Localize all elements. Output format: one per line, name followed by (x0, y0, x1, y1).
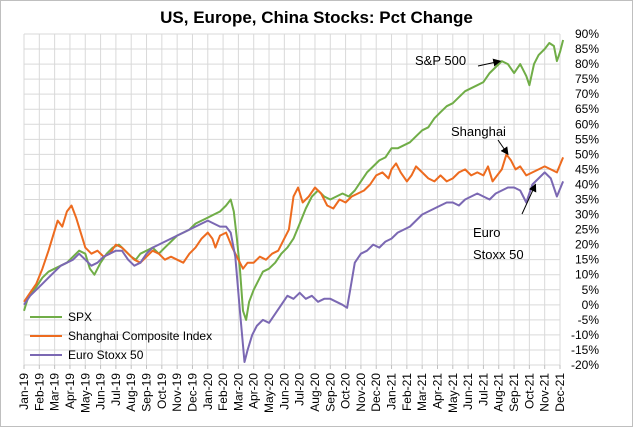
chart-title: US, Europe, China Stocks: Pct Change (160, 8, 473, 27)
x-tick-label: Jul-19 (109, 373, 123, 406)
x-tick-label: Nov-20 (354, 373, 368, 412)
y-axis-ticks: 90%85%80%75%70%65%60%55%50%45%40%35%30%2… (571, 27, 599, 372)
x-tick-label: Jun-21 (461, 373, 475, 410)
x-tick-label: Apr-19 (63, 373, 77, 409)
x-tick-label: Sep-19 (140, 373, 154, 412)
x-tick-label: Aug-20 (308, 373, 322, 412)
x-tick-label: Dec-19 (185, 373, 199, 412)
x-tick-label: Jul-21 (476, 373, 490, 406)
x-tick-label: Dec-21 (553, 373, 567, 412)
y-tick-label: 40% (575, 177, 599, 191)
x-tick-label: Feb-20 (216, 373, 230, 411)
x-tick-label: Apr-20 (247, 373, 261, 409)
y-tick-label: 25% (575, 223, 599, 237)
x-tick-label: Sep-20 (323, 373, 337, 412)
y-tick-label: 35% (575, 193, 599, 207)
x-tick-label: Mar-19 (48, 373, 62, 411)
y-tick-label: 85% (575, 42, 599, 56)
x-tick-label: Apr-21 (430, 373, 444, 409)
y-tick-label: 60% (575, 117, 599, 131)
legend-label: Shanghai Composite Index (68, 329, 212, 343)
x-tick-label: May-19 (78, 373, 92, 413)
x-tick-label: Jan-20 (201, 373, 215, 410)
x-tick-label: Jun-20 (277, 373, 291, 410)
annotations: S&P 500 Shanghai Euro Stoxx 50 (415, 53, 537, 262)
y-tick-label: -15% (571, 343, 599, 357)
x-tick-label: Aug-21 (492, 373, 506, 412)
y-tick-label: 5% (582, 283, 600, 297)
x-tick-label: Dec-20 (369, 373, 383, 412)
annotation-label: Euro (473, 225, 500, 240)
y-tick-label: 80% (575, 57, 599, 71)
y-tick-label: -20% (571, 358, 599, 372)
y-tick-label: -10% (571, 328, 599, 342)
annotation-arrow (497, 139, 509, 156)
legend-label: Euro Stoxx 50 (68, 348, 144, 362)
x-tick-label: Jan-21 (385, 373, 399, 410)
x-tick-label: Oct-20 (339, 373, 353, 409)
x-tick-label: Nov-21 (538, 373, 552, 412)
x-tick-label: Oct-19 (155, 373, 169, 409)
x-tick-label: Mar-20 (231, 373, 245, 411)
annotation-label-line2: Stoxx 50 (473, 247, 524, 262)
series-line-spx (23, 39, 565, 321)
x-tick-label: Mar-21 (415, 373, 429, 411)
annotation-arrow (521, 183, 537, 215)
x-tick-label: Feb-21 (400, 373, 414, 411)
annotation-label: Shanghai (451, 124, 506, 139)
x-tick-label: Jan-19 (17, 373, 31, 410)
x-tick-label: May-21 (446, 373, 460, 413)
legend: SPX Shanghai Composite Index Euro Stoxx 50 (30, 310, 212, 362)
x-tick-label: Aug-19 (124, 373, 138, 412)
y-tick-label: 45% (575, 162, 599, 176)
x-tick-label: Jun-19 (94, 373, 108, 410)
y-tick-label: 50% (575, 147, 599, 161)
series-lines (23, 39, 565, 363)
y-tick-label: 10% (575, 268, 599, 282)
y-tick-label: 15% (575, 253, 599, 267)
gridlines (23, 33, 561, 369)
y-tick-label: -5% (578, 313, 600, 327)
x-tick-label: Feb-19 (32, 373, 46, 411)
y-tick-label: 0% (582, 298, 600, 312)
y-tick-label: 55% (575, 132, 599, 146)
annotation-label: S&P 500 (415, 53, 466, 68)
y-tick-label: 70% (575, 87, 599, 101)
legend-label: SPX (68, 310, 92, 324)
x-tick-label: Sep-21 (507, 373, 521, 412)
x-tick-label: May-20 (262, 373, 276, 413)
y-tick-label: 65% (575, 102, 599, 116)
y-tick-label: 30% (575, 208, 599, 222)
y-tick-label: 75% (575, 72, 599, 86)
x-tick-label: Oct-21 (522, 373, 536, 409)
y-tick-label: 20% (575, 238, 599, 252)
annotation-arrow (477, 58, 502, 67)
y-tick-label: 90% (575, 27, 599, 41)
x-tick-label: Nov-19 (170, 373, 184, 412)
x-tick-label: Jul-20 (293, 373, 307, 406)
series-line-euro-stoxx-50 (23, 171, 565, 363)
x-axis-ticks: Jan-19 Feb-19 Mar-19 Apr-19 May-19 Jun-19 Jul-… (17, 373, 567, 413)
